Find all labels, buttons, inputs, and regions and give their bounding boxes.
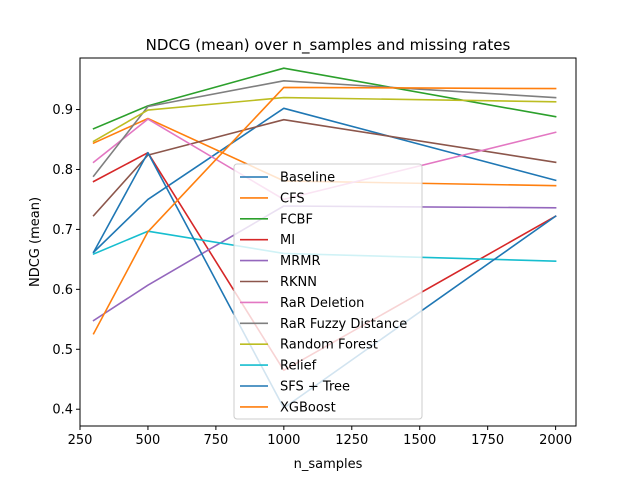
legend-label: Relief — [280, 359, 317, 374]
y-tick-label: 0.6 — [52, 283, 73, 298]
y-tick-label: 0.7 — [52, 223, 73, 238]
legend-label: Random Forest — [280, 338, 378, 353]
x-tick-label: 750 — [203, 433, 228, 448]
y-axis-ticks: 0.4 0.5 0.6 0.7 0.8 0.9 — [52, 103, 80, 418]
x-tick-label: 1750 — [471, 433, 504, 448]
legend-label: RaR Deletion — [280, 296, 364, 311]
legend-label: XGBoost — [280, 400, 336, 415]
x-tick-label: 1000 — [267, 433, 300, 448]
series-line-0 — [92, 107, 557, 254]
legend-items: Baseline CFS FCBF MI MRMR RKNN RaR Deletion RaR… — [240, 171, 407, 415]
legend-label: RKNN — [280, 275, 317, 290]
x-tick-label: 1500 — [403, 433, 436, 448]
series-line-2 — [92, 67, 557, 130]
legend-label: CFS — [280, 191, 305, 206]
legend-label: SFS + Tree — [280, 380, 350, 395]
y-tick-label: 0.9 — [52, 103, 73, 118]
x-tick-label: 1250 — [335, 433, 368, 448]
chart-title: NDCG (mean) over n_samples and missing r… — [146, 36, 511, 55]
legend-box — [233, 163, 423, 420]
y-tick-label: 0.5 — [52, 343, 73, 358]
x-tick-label: 2000 — [539, 433, 572, 448]
plot-frame — [79, 57, 577, 427]
legend-label: MI — [280, 233, 295, 248]
legend: Baseline CFS FCBF MI MRMR RKNN RaR Deletion RaR… — [233, 163, 423, 420]
legend-label: FCBF — [280, 212, 313, 227]
x-tick-label: 500 — [136, 433, 161, 448]
legend-label: MRMR — [280, 254, 321, 269]
x-tick-label: 250 — [68, 433, 93, 448]
y-tick-label: 0.4 — [52, 403, 73, 418]
series-line-7 — [92, 80, 557, 178]
y-axis-label: NDCG (mean) — [28, 197, 43, 287]
series-line-5 — [92, 118, 557, 217]
x-axis-ticks: 250 500 750 1000 1250 1500 1750 2000 — [68, 426, 572, 448]
series-line-8 — [92, 96, 557, 143]
series-line-11 — [92, 86, 557, 335]
x-axis-label: n_samples — [294, 457, 363, 472]
legend-label: Baseline — [280, 171, 335, 186]
legend-label: RaR Fuzzy Distance — [280, 317, 407, 332]
y-tick-label: 0.8 — [52, 163, 73, 178]
